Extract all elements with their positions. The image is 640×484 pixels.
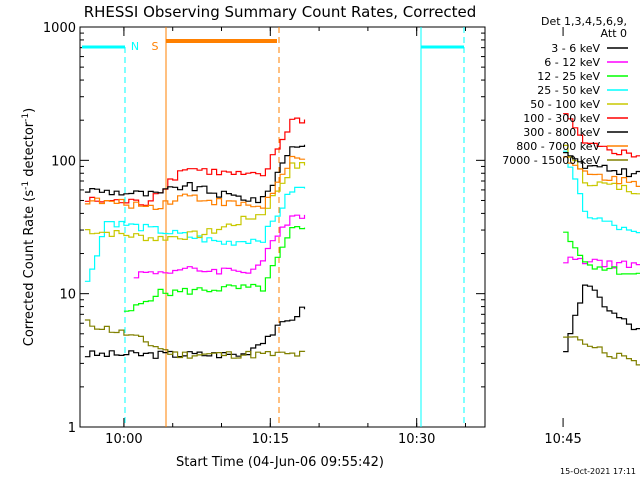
legend-label: 800 - 7000 keV bbox=[516, 140, 600, 153]
legend-header-line: Att 0 bbox=[601, 27, 627, 40]
annotation-S: S bbox=[152, 40, 159, 53]
y-axis: 1 10 100 1000 bbox=[43, 21, 485, 436]
series-line-8 bbox=[84, 319, 640, 366]
y-tick-label: 1 bbox=[68, 421, 76, 436]
series-line-0 bbox=[84, 284, 640, 359]
timestamp: 15-Oct-2021 17:11 bbox=[560, 467, 636, 476]
x-tick-label: 10:15 bbox=[252, 432, 289, 447]
x-tick-label: 10:00 bbox=[105, 432, 142, 447]
legend-header-line: Det 1,3,4,5,6,9, bbox=[541, 15, 627, 28]
series-line-3 bbox=[84, 150, 640, 282]
legend-label: 7000 - 15000 keV bbox=[502, 154, 600, 167]
legend-label: 100 - 300 keV bbox=[523, 112, 600, 125]
legend-label: 12 - 25 keV bbox=[537, 70, 600, 83]
y-axis-label-mid: detector bbox=[22, 121, 37, 181]
plot-frame bbox=[79, 26, 486, 428]
y-axis-label: Corrected Count Rate (s-1 detector-1) bbox=[21, 108, 37, 346]
legend-label: 25 - 50 keV bbox=[537, 84, 600, 97]
x-tick-label: 10:45 bbox=[544, 432, 581, 447]
legend-label: 50 - 100 keV bbox=[530, 98, 600, 111]
legend-label: 6 - 12 keV bbox=[544, 56, 600, 69]
chart-title: RHESSI Observing Summary Count Rates, Co… bbox=[84, 3, 477, 21]
series-line-4 bbox=[84, 144, 640, 242]
series-line-7 bbox=[84, 155, 640, 210]
annotation-N: N bbox=[131, 40, 139, 53]
x-axis-label: Start Time (04-Jun-06 09:55:42) bbox=[176, 455, 384, 470]
legend-label: 300 - 800 keV bbox=[523, 126, 600, 139]
series-lines bbox=[84, 113, 640, 366]
legend-label: 3 - 6 keV bbox=[551, 42, 600, 55]
series-line-5 bbox=[84, 113, 640, 206]
y-axis-label-sup2: -1 bbox=[21, 113, 31, 122]
series-line-2 bbox=[123, 226, 640, 312]
series-line-6 bbox=[84, 144, 640, 204]
y-tick-label: 100 bbox=[51, 154, 76, 169]
y-axis-label-end: ) bbox=[22, 108, 37, 113]
y-tick-label: 10 bbox=[59, 288, 76, 303]
y-axis-label-main: Corrected Count Rate (s bbox=[22, 190, 37, 347]
x-tick-label: 10:30 bbox=[398, 432, 435, 447]
y-tick-label: 1000 bbox=[43, 21, 76, 36]
series-line-1 bbox=[133, 214, 640, 279]
y-axis-label-sup1: -1 bbox=[21, 181, 31, 190]
